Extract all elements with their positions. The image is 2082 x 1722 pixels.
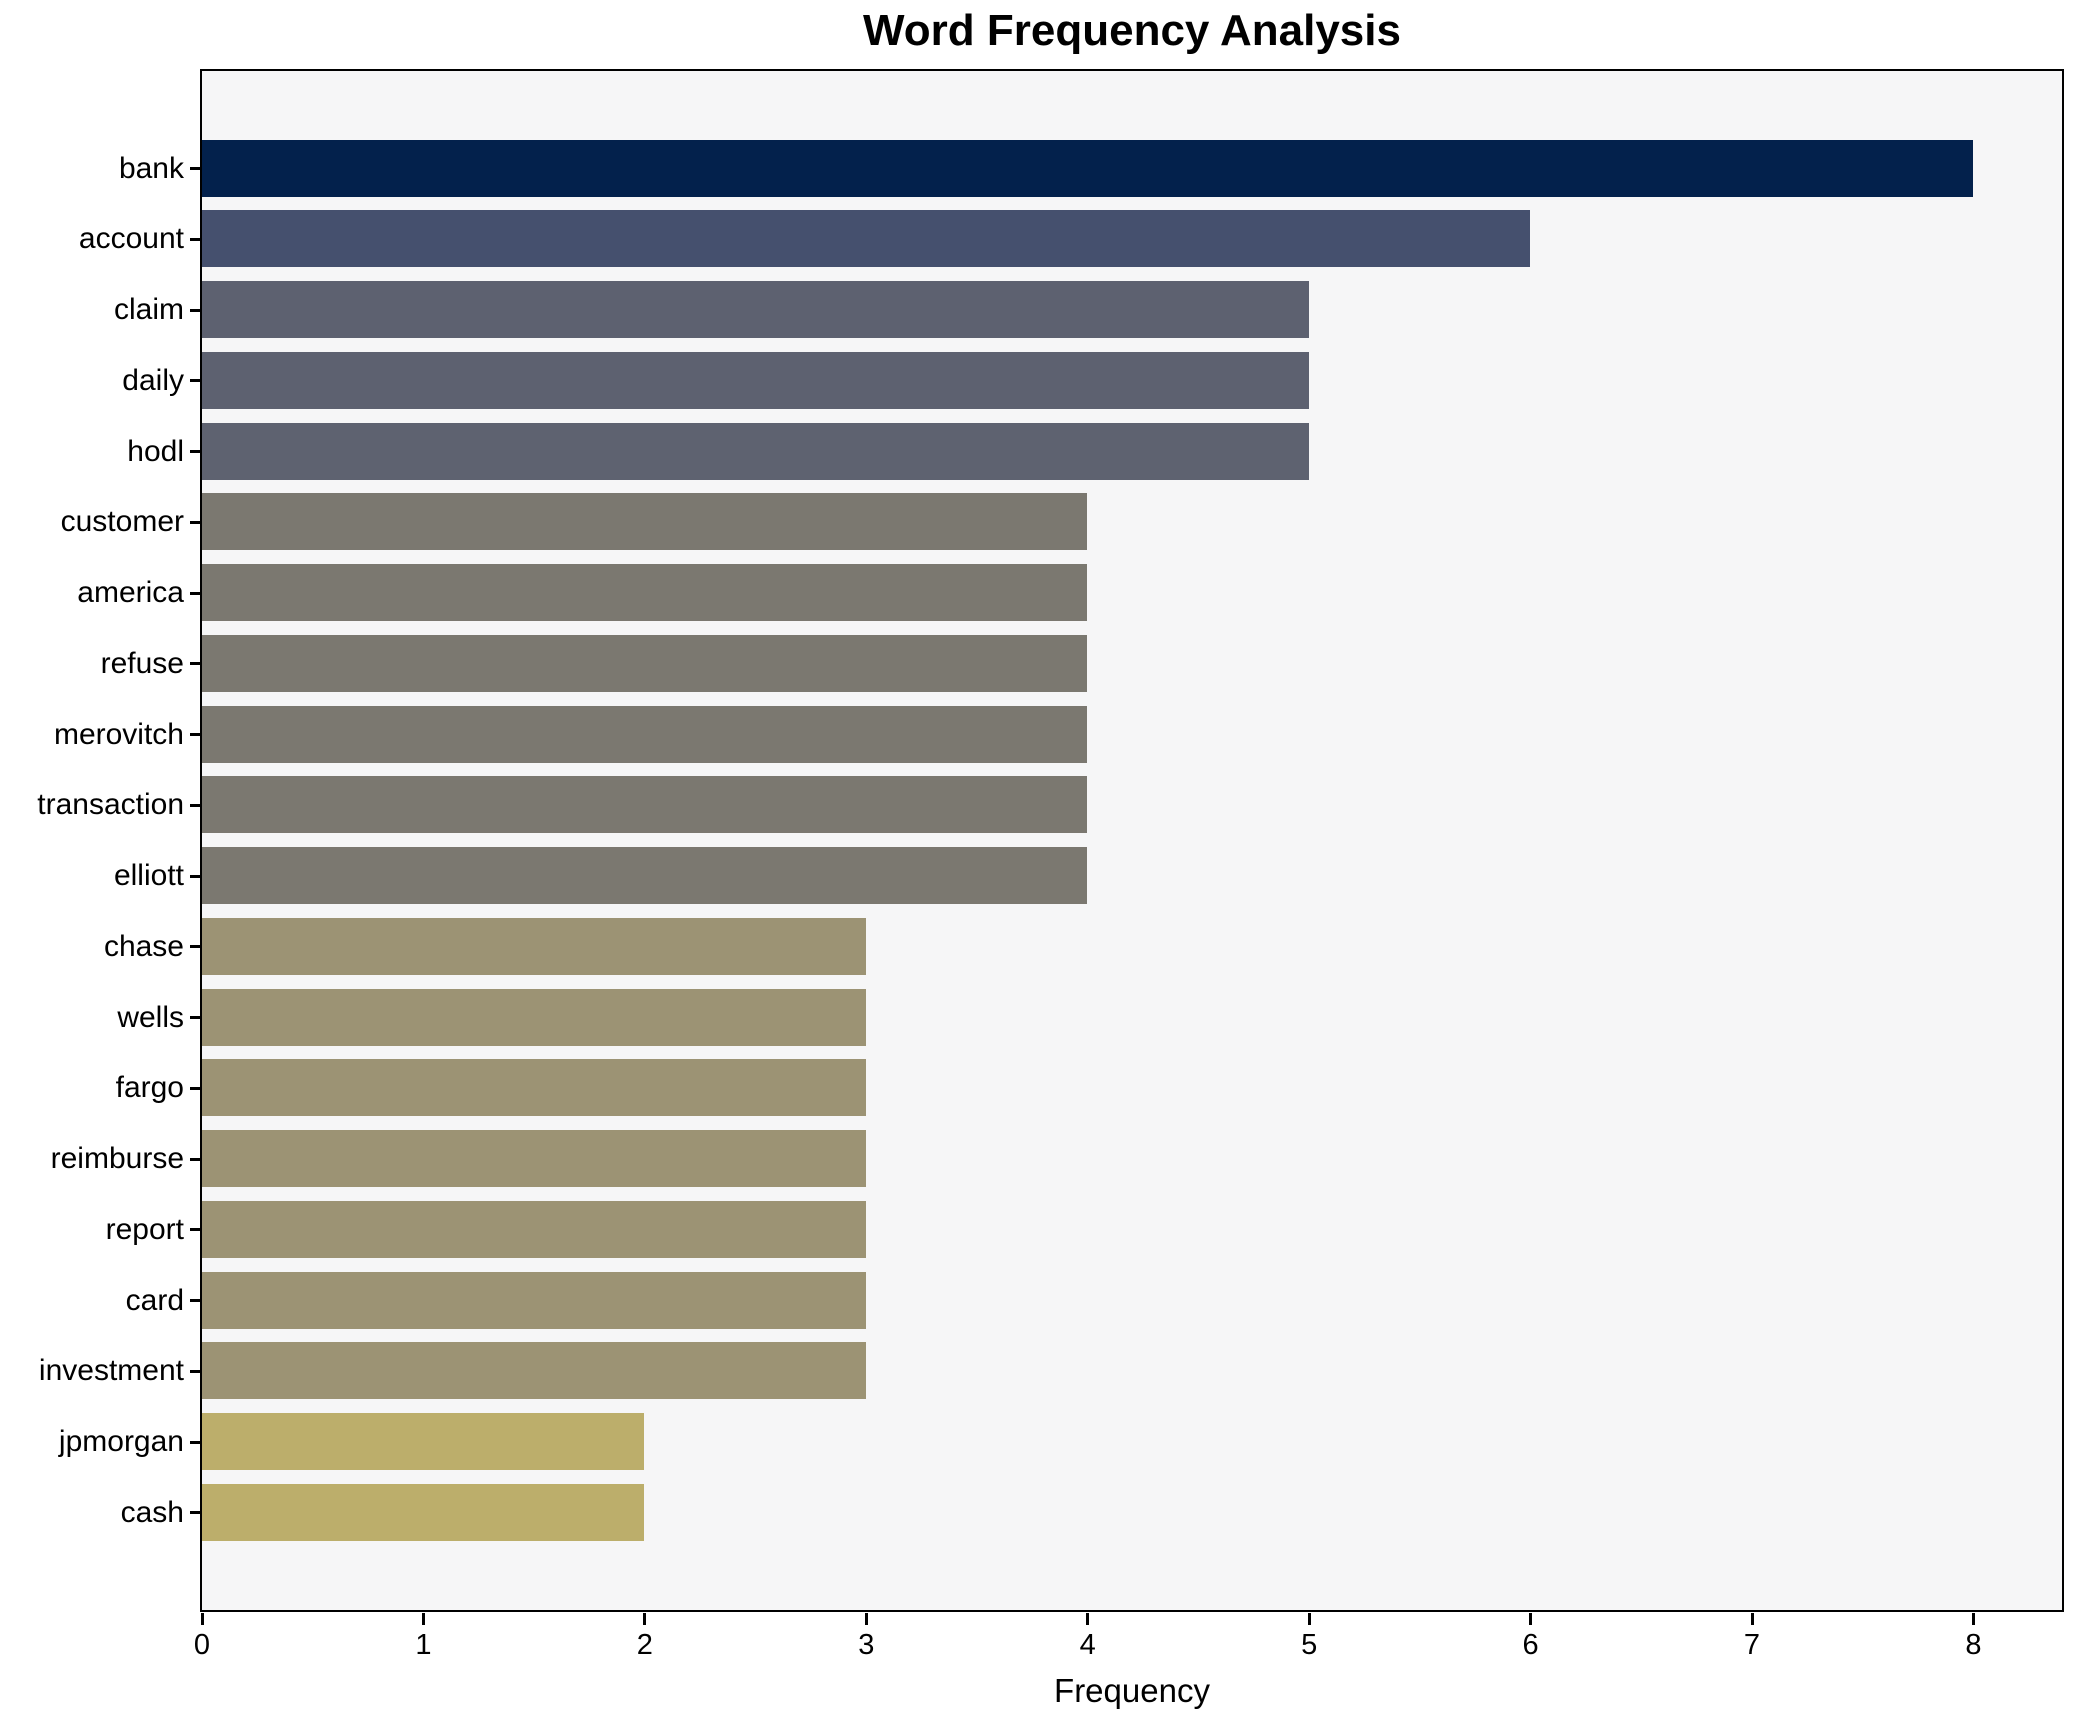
y-tick-mark [190,1086,200,1090]
y-tick-mark [190,520,200,524]
y-tick-label-card: card [125,1283,184,1317]
y-tick-mark [190,1299,200,1303]
y-tick-label-fargo: fargo [115,1071,184,1105]
y-tick-mark [190,662,200,666]
x-tick-label-8: 8 [1965,1629,1982,1661]
bar-elliott [201,847,1088,905]
x-tick-mark [200,1612,204,1625]
y-tick-label-customer: customer [60,505,184,539]
x-tick-label-6: 6 [1522,1629,1539,1661]
bar-wells [201,988,866,1046]
y-tick-label-reimburse: reimburse [50,1142,184,1176]
y-tick-label-chase: chase [103,929,184,963]
bar-refuse [201,634,1088,692]
bar-daily [201,351,1309,409]
bar-bank [201,139,1973,197]
y-tick-mark [190,1016,200,1020]
x-tick-mark [1307,1612,1311,1625]
plot-area [199,68,2064,1612]
bar-fargo [201,1059,866,1117]
x-axis-title: Frequency [1054,1672,1210,1709]
y-tick-mark [190,874,200,878]
x-tick-label-1: 1 [415,1629,432,1661]
y-tick-label-investment: investment [38,1354,184,1388]
y-tick-label-wells: wells [117,1000,184,1034]
y-tick-label-daily: daily [122,363,184,397]
y-tick-mark [190,1369,200,1373]
x-tick-mark [1750,1612,1754,1625]
bar-jpmorgan [201,1413,645,1471]
bar-transaction [201,776,1088,834]
y-tick-label-jpmorgan: jpmorgan [58,1425,184,1459]
y-tick-mark [190,1157,200,1161]
y-tick-mark [190,237,200,241]
bar-merovitch [201,705,1088,763]
y-tick-mark [190,1228,200,1232]
x-tick-label-7: 7 [1743,1629,1761,1661]
x-tick-label-4: 4 [1079,1629,1096,1661]
x-tick-mark [643,1612,647,1625]
bar-hodl [201,422,1309,480]
x-tick-mark [1086,1612,1090,1625]
y-tick-mark [190,167,200,170]
y-tick-label-account: account [78,222,184,256]
bar-card [201,1271,866,1329]
y-tick-mark [190,803,200,807]
y-tick-mark [190,733,200,737]
bar-customer [201,493,1088,551]
y-tick-mark [190,379,200,383]
y-tick-mark [190,308,200,312]
y-tick-label-merovitch: merovitch [53,717,184,751]
x-tick-label-0: 0 [193,1629,211,1661]
bar-chase [201,917,866,975]
y-tick-label-bank: bank [118,151,184,185]
x-tick-mark [864,1612,868,1625]
bar-cash [201,1483,645,1541]
y-tick-label-cash: cash [120,1495,184,1529]
chart-title: Word Frequency Analysis [863,6,1401,55]
x-tick-mark [421,1612,425,1625]
x-tick-label-5: 5 [1301,1629,1318,1661]
y-tick-label-america: america [77,576,184,610]
bar-claim [201,281,1309,339]
bar-account [201,210,1531,268]
x-tick-label-2: 2 [636,1629,653,1661]
y-tick-label-refuse: refuse [100,646,184,680]
x-tick-mark [1529,1612,1533,1625]
y-tick-label-report: report [105,1212,184,1246]
y-tick-label-elliott: elliott [113,859,184,893]
bar-reimburse [201,1130,866,1188]
y-tick-mark [190,1440,200,1444]
bar-report [201,1200,866,1258]
y-tick-label-hodl: hodl [127,434,184,468]
x-tick-mark [1971,1612,1975,1625]
y-tick-label-transaction: transaction [37,788,184,822]
y-tick-label-claim: claim [113,293,184,327]
x-tick-label-3: 3 [858,1629,875,1661]
bar-america [201,564,1088,622]
y-tick-mark [190,450,200,454]
bar-investment [201,1342,866,1400]
y-tick-mark [190,1511,200,1515]
y-tick-mark [190,591,200,595]
y-tick-mark [190,945,200,949]
